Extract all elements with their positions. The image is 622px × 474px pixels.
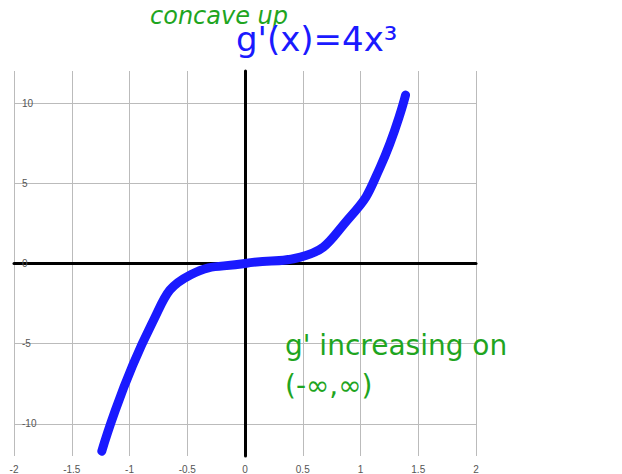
svg-text:0: 0: [242, 464, 248, 474]
svg-text:g'(x)=4x³: g'(x)=4x³: [236, 19, 397, 59]
svg-text:-1: -1: [125, 464, 134, 474]
svg-text:1.5: 1.5: [411, 464, 425, 474]
svg-text:10: 10: [22, 98, 34, 109]
svg-text:g' increasing on: g' increasing on: [285, 329, 516, 362]
svg-text:(-∞,∞): (-∞,∞): [285, 369, 373, 402]
svg-text:-0.5: -0.5: [179, 464, 197, 474]
svg-text:1: 1: [358, 464, 364, 474]
svg-text:0: 0: [22, 258, 28, 269]
svg-text:2: 2: [473, 464, 479, 474]
svg-text:-2: -2: [10, 464, 19, 474]
svg-text:concave up: concave up: [150, 2, 288, 30]
svg-text:5: 5: [22, 178, 28, 189]
svg-text:-5: -5: [22, 338, 31, 349]
svg-text:-10: -10: [22, 418, 37, 429]
svg-text:0.5: 0.5: [296, 464, 310, 474]
svg-text:-1.5: -1.5: [63, 464, 81, 474]
